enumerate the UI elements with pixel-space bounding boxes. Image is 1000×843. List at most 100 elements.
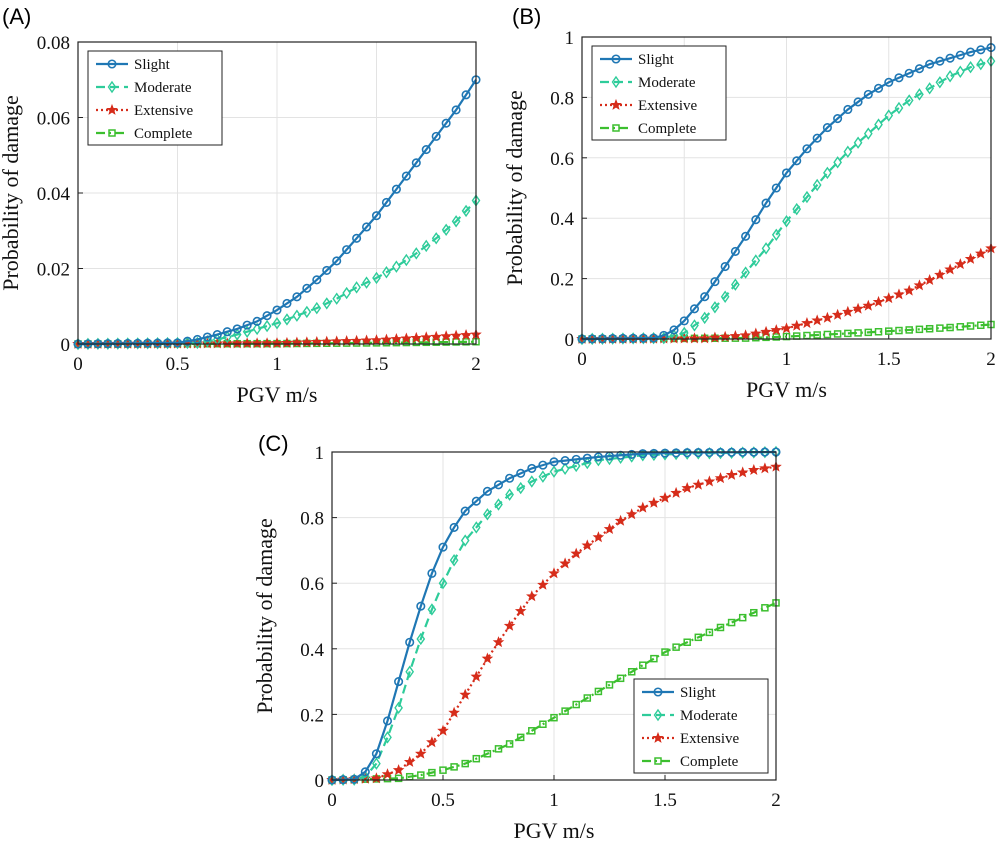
panel-a-point-extensive (281, 336, 293, 348)
panel-c-point-moderate (338, 773, 348, 787)
panel-b-point-slight (679, 316, 689, 326)
panel-a-line-moderate (77, 199, 477, 346)
panel-b-point-slight (843, 104, 853, 115)
panel-a-point-moderate (272, 317, 282, 330)
panel-a-point-moderate (282, 313, 292, 326)
panel-b-point-complete (977, 321, 985, 330)
panel-c-point-complete (594, 687, 603, 696)
panel-c-point-moderate (372, 757, 381, 770)
panel-c-ytick-label: 0 (315, 771, 325, 792)
panel-b-point-complete (915, 325, 924, 334)
panel-a-legend-item-complete: Complete (96, 126, 193, 142)
panel-c-point-slight (682, 448, 692, 458)
panel-a-point-slight (222, 327, 232, 337)
panel-b-point-slight (965, 47, 976, 57)
panel-c-point-extensive (725, 468, 738, 480)
panel-c-legend-label: Slight (680, 685, 717, 701)
panel-c-point-moderate (494, 498, 503, 511)
panel-b-point-moderate (679, 326, 689, 340)
panel-b-point-complete (885, 327, 893, 335)
panel-a-point-extensive (380, 333, 393, 345)
panel-a-point-moderate (401, 253, 411, 267)
panel-c-point-slight (593, 452, 603, 462)
panel-c-point-extensive (670, 486, 682, 498)
panel-c-point-moderate (516, 481, 526, 495)
panel-c-legend: Slight Moderate Extensive Complete (633, 678, 769, 774)
panel-a-point-moderate (451, 215, 461, 228)
panel-b-point-complete (772, 333, 781, 341)
panel-b-point-slight (689, 304, 700, 314)
panel-b-point-slight (802, 144, 812, 154)
panel-a-legend-marker (108, 129, 116, 137)
panel-c-point-extensive (625, 508, 638, 520)
panel-a-point-moderate (73, 337, 83, 351)
panel-a-point-extensive (430, 330, 442, 342)
panel-c-point-slight (360, 767, 370, 777)
panel-a-point-slight (451, 105, 461, 115)
panel-a-point-slight (182, 336, 192, 346)
panel-c-point-extensive (370, 772, 383, 784)
panel-b-point-complete (813, 331, 821, 339)
panel-b-point-complete (925, 324, 934, 333)
panel-b-point-moderate (741, 266, 750, 279)
panel-b-ytick-label: 0 (565, 330, 575, 351)
panel-c-point-extensive (648, 496, 660, 508)
panel-a-point-moderate (332, 292, 342, 305)
panel-a-point-extensive (370, 334, 383, 346)
panel-c-point-complete (516, 733, 525, 742)
panel-b-point-moderate (771, 228, 781, 242)
panel-b-legend-item-complete: Complete (600, 121, 697, 137)
panel-c-point-extensive (503, 619, 516, 631)
panel-a-point-extensive (261, 337, 273, 349)
panel-a-point-moderate (193, 336, 202, 350)
panel-a-point-slight (332, 256, 342, 266)
panel-a-point-moderate (83, 337, 93, 351)
panel-b-point-complete (864, 328, 873, 337)
panel-b-point-complete (854, 329, 862, 337)
panel-c-point-moderate (471, 521, 481, 534)
panel-a-point-extensive (251, 337, 263, 349)
panel-b-legend-item-extensive: Extensive (600, 98, 697, 114)
panel-c-point-complete (550, 713, 558, 722)
panel-c-point-slight (416, 601, 426, 611)
panel-c-point-moderate (416, 632, 426, 646)
panel-c-point-complete (394, 774, 403, 783)
panel-c-point-slight (371, 749, 381, 759)
panel-c-point-extensive (403, 755, 416, 767)
panel-c-legend-label: Moderate (680, 708, 738, 724)
panel-b-point-slight (649, 333, 659, 343)
panel-c-point-complete (627, 668, 636, 676)
panel-c-legend-marker (654, 757, 662, 765)
panel-c-legend-item-slight: Slight (642, 685, 717, 701)
panel-c-point-extensive (570, 547, 582, 559)
panel-b-point-extensive (709, 331, 721, 343)
panel-a-point-moderate (252, 322, 262, 336)
panel-a-point-moderate (262, 319, 272, 333)
panel-b-ylabel: Probability of damage (502, 90, 527, 286)
panel-b-xtick-label: 1.5 (877, 349, 901, 370)
panel-c-point-complete (472, 754, 481, 763)
panel-a-point-moderate (232, 328, 242, 341)
panel-a-xtick-label: 0.5 (166, 354, 190, 375)
panel-a-xlabel: PGV m/s (237, 382, 318, 407)
panel-c-xtick-label: 1 (549, 790, 559, 811)
panel-a-point-moderate (431, 232, 441, 245)
panel-b-point-moderate (577, 332, 587, 346)
panel-b-point-moderate (945, 70, 955, 83)
panel-b-axes-box (581, 36, 992, 340)
panel-c-point-moderate (394, 701, 403, 715)
panel-b-point-extensive (882, 292, 895, 304)
panel-b-legend-marker (611, 75, 621, 89)
panel-c-point-extensive (714, 472, 727, 484)
panel-b-point-complete (844, 329, 852, 338)
panel-b-point-complete (905, 326, 913, 334)
panel-b-point-extensive (831, 308, 844, 320)
panel-a-point-moderate (372, 271, 381, 285)
panel-b-point-extensive (739, 329, 752, 341)
panel-b-point-moderate (884, 109, 894, 122)
panel-c-point-slight (527, 463, 537, 473)
panel-b-ytick-label: 0.4 (550, 209, 574, 230)
panel-a-point-moderate (342, 286, 352, 300)
panel-b-point-extensive (801, 317, 813, 329)
